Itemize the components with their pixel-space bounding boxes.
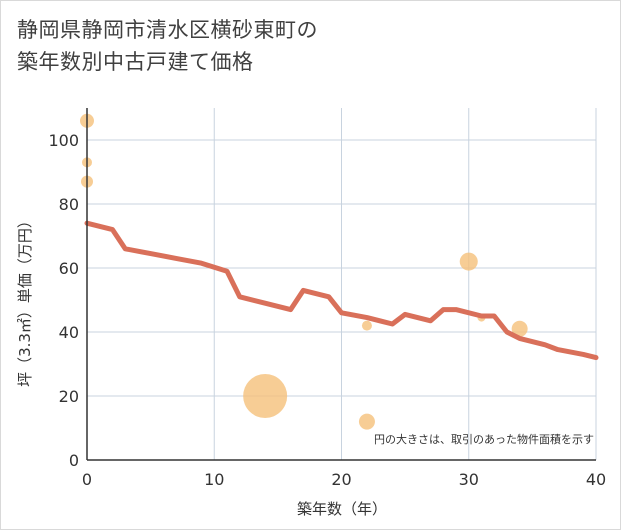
y-tick-label: 20	[59, 387, 79, 406]
size-note: 円の大きさは、取引のあった物件面積を示す	[374, 432, 594, 446]
chart-title-line-1: 静岡県静岡市清水区横砂東町の	[17, 18, 318, 42]
y-tick-label: 80	[59, 195, 79, 214]
tick-labels: 0 10 20 30 40 0 20 40 60 80 100	[48, 131, 606, 489]
x-tick-label: 40	[586, 470, 606, 489]
chart-title: 静岡県静岡市清水区横砂東町の 築年数別中古戸建て価格	[17, 14, 318, 78]
x-tick-label: 10	[204, 470, 224, 489]
grid	[87, 108, 597, 460]
bubble-point	[361, 320, 372, 331]
line-layer	[84, 220, 599, 361]
y-axis-label: 坪（3.3㎡）単価（万円）	[16, 213, 34, 387]
y-tick-label: 0	[69, 451, 79, 470]
chart-title-line-2: 築年数別中古戸建て価格	[17, 50, 254, 74]
axes	[86, 108, 596, 461]
price-trend-line	[84, 220, 599, 361]
x-axis-label: 築年数（年）	[297, 500, 387, 518]
bubble-point	[243, 374, 288, 418]
x-tick-label: 20	[331, 470, 351, 489]
bubble-point	[511, 320, 528, 337]
y-tick-label: 60	[59, 259, 79, 278]
bubble-point	[459, 252, 478, 271]
y-tick-label: 40	[59, 323, 79, 342]
x-tick-label: 0	[82, 470, 92, 489]
x-tick-label: 30	[459, 470, 479, 489]
bubbles	[80, 113, 528, 430]
bubble-point	[358, 413, 375, 430]
y-tick-label: 100	[48, 131, 79, 150]
